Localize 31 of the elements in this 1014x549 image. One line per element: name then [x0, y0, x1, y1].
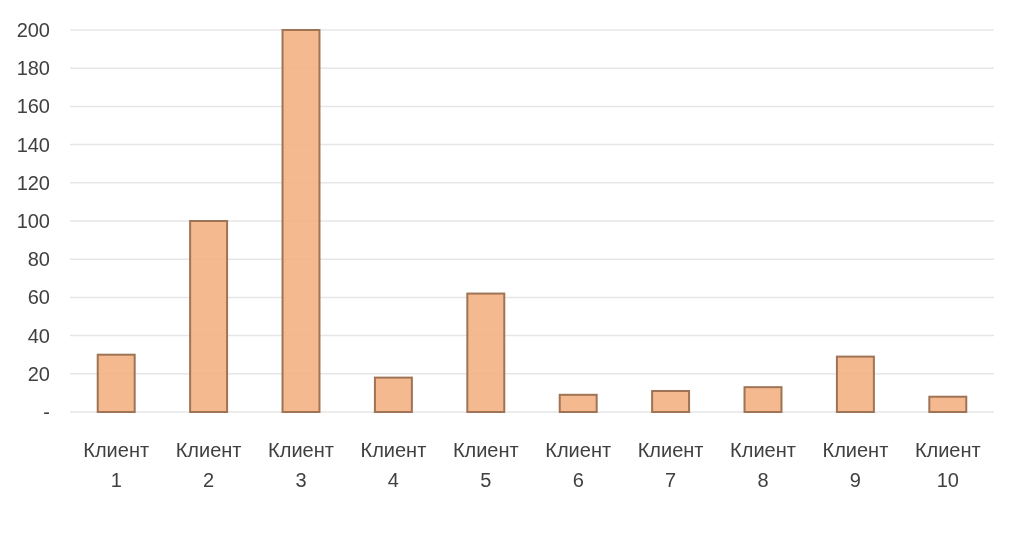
y-tick-label: 100	[16, 210, 50, 232]
y-tick-label: 80	[27, 248, 50, 271]
x-tick-label: Клиент 8	[730, 439, 796, 491]
x-tick-label: Клиент 5	[452, 439, 519, 491]
x-tick-label: Клиент 9	[822, 439, 889, 491]
bar	[96, 353, 136, 413]
x-tick-label: Клиент 3	[268, 439, 334, 491]
bar	[281, 29, 321, 413]
y-tick-label: 180	[16, 57, 50, 80]
x-tick-label: Клиент 4	[360, 439, 427, 491]
bar	[835, 355, 875, 413]
bar	[743, 386, 783, 413]
x-tick-label: Клиент 6	[545, 439, 612, 491]
bar	[373, 376, 413, 413]
bar	[651, 389, 691, 413]
y-tick-label: 120	[16, 171, 50, 194]
y-tick-label: 200	[16, 19, 50, 41]
bar	[189, 220, 229, 413]
x-tick-label: Клиент 7	[637, 439, 704, 491]
x-tick-label: Клиент 1	[83, 439, 150, 491]
y-tick-label: 40	[27, 324, 50, 347]
x-tick-label: Клиент 2	[175, 439, 242, 491]
y-tick-label: 60	[27, 286, 50, 309]
y-tick-label: 20	[27, 362, 50, 385]
bar	[928, 395, 968, 413]
y-tick-label: 140	[16, 133, 50, 156]
y-tick-label: -	[43, 401, 50, 423]
y-tick-label: 160	[16, 95, 50, 118]
bar	[558, 393, 598, 413]
bar	[466, 292, 506, 413]
x-tick-label: Клиент 10	[914, 439, 981, 491]
